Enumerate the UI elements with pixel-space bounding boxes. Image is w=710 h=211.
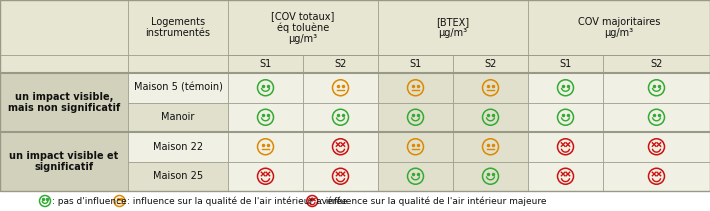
Bar bbox=[453, 73, 528, 103]
Bar bbox=[453, 132, 528, 161]
Text: [COV totaux]
éq toluène
µg/m³: [COV totaux] éq toluène µg/m³ bbox=[271, 11, 334, 44]
Text: S1: S1 bbox=[410, 59, 422, 69]
Bar bbox=[128, 0, 228, 55]
Bar bbox=[528, 73, 603, 103]
Text: S2: S2 bbox=[650, 59, 662, 69]
Bar bbox=[0, 55, 128, 73]
Bar bbox=[378, 0, 528, 55]
Bar bbox=[528, 103, 603, 132]
Bar bbox=[303, 161, 378, 191]
Bar bbox=[528, 132, 603, 161]
Bar bbox=[303, 73, 378, 103]
Bar bbox=[603, 132, 710, 161]
Bar bbox=[303, 55, 378, 73]
Bar bbox=[528, 161, 603, 191]
Bar bbox=[378, 161, 453, 191]
Text: Maison 25: Maison 25 bbox=[153, 171, 203, 181]
Bar bbox=[378, 55, 453, 73]
Bar bbox=[528, 55, 603, 73]
Bar bbox=[603, 73, 710, 103]
Bar bbox=[0, 0, 128, 55]
Bar bbox=[453, 103, 528, 132]
Bar bbox=[228, 103, 303, 132]
Bar bbox=[128, 55, 228, 73]
Bar bbox=[0, 73, 128, 132]
Bar bbox=[228, 161, 303, 191]
Text: : influence sur la qualité de l'air intérieur majeure: : influence sur la qualité de l'air inté… bbox=[320, 196, 546, 206]
Bar bbox=[453, 161, 528, 191]
Bar bbox=[528, 0, 710, 55]
Text: COV majoritaires
µg/m³: COV majoritaires µg/m³ bbox=[578, 17, 660, 38]
Bar bbox=[0, 132, 128, 191]
Bar bbox=[128, 73, 228, 103]
Bar bbox=[228, 73, 303, 103]
Bar bbox=[378, 103, 453, 132]
Bar bbox=[378, 132, 453, 161]
Bar bbox=[228, 132, 303, 161]
Text: Logements
instrumentés: Logements instrumentés bbox=[146, 17, 210, 38]
Bar bbox=[603, 103, 710, 132]
Text: Maison 22: Maison 22 bbox=[153, 142, 203, 152]
Bar bbox=[128, 161, 228, 191]
Text: S2: S2 bbox=[334, 59, 346, 69]
Bar bbox=[228, 0, 378, 55]
Text: : pas d'influence: : pas d'influence bbox=[53, 196, 127, 206]
Text: un impact visible et
significatif: un impact visible et significatif bbox=[9, 151, 119, 172]
Bar bbox=[378, 73, 453, 103]
Text: : influence sur la qualité de l'air intérieur avérée: : influence sur la qualité de l'air inté… bbox=[127, 196, 347, 206]
Bar bbox=[128, 132, 228, 161]
Text: S2: S2 bbox=[484, 59, 497, 69]
Bar bbox=[303, 132, 378, 161]
Bar bbox=[603, 161, 710, 191]
Text: un impact visible,
mais non significatif: un impact visible, mais non significatif bbox=[8, 92, 120, 113]
Bar bbox=[228, 55, 303, 73]
Text: Manoir: Manoir bbox=[161, 112, 195, 122]
Bar bbox=[453, 55, 528, 73]
Text: [BTEX]
µg/m³: [BTEX] µg/m³ bbox=[437, 17, 469, 38]
Bar bbox=[128, 103, 228, 132]
Text: S1: S1 bbox=[259, 59, 272, 69]
Bar bbox=[303, 103, 378, 132]
Bar bbox=[603, 55, 710, 73]
Text: Maison 5 (témoin): Maison 5 (témoin) bbox=[133, 83, 222, 93]
Text: S1: S1 bbox=[559, 59, 572, 69]
